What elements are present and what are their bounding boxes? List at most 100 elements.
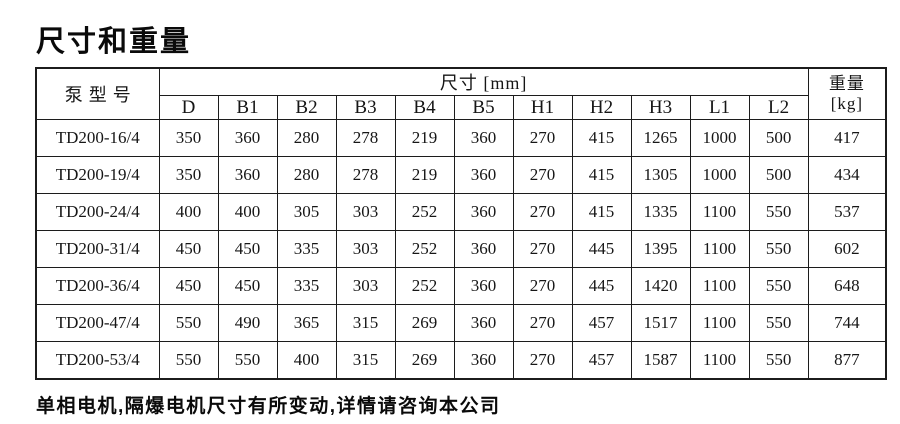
dimension-value-cell: 1100 <box>689 193 750 231</box>
dimension-value-cell: 550 <box>748 304 809 342</box>
dimension-column-header: H2 <box>571 95 632 120</box>
dimension-value-cell: 450 <box>217 230 278 268</box>
dimension-value-cell: 360 <box>217 156 278 194</box>
dimension-value-cell: 252 <box>394 230 455 268</box>
dimension-value-cell: 365 <box>276 304 337 342</box>
col-header-pump-model: 泵型号 <box>35 67 160 120</box>
dimension-value-cell: 360 <box>453 156 514 194</box>
dimension-value-cell: 550 <box>748 341 809 379</box>
dimension-value-cell: 270 <box>512 267 573 305</box>
dimension-value-cell: 280 <box>276 119 337 157</box>
dimension-value-cell: 457 <box>571 304 632 342</box>
dimension-value-cell: 252 <box>394 193 455 231</box>
table-row: TD200-53/4 550 550 400 315 269 360 270 457 1587 11… <box>35 341 887 379</box>
dimension-value-cell: 450 <box>158 230 219 268</box>
dimension-value-cell: 445 <box>571 230 632 268</box>
table-row: TD200-47/4 550 490 365 315 269 360 270 457 1517 11… <box>35 304 887 342</box>
dimension-value-cell: 1100 <box>689 267 750 305</box>
dimension-value-cell: 335 <box>276 267 337 305</box>
table-header: 泵型号 尺寸 [mm] 重量 [kg] D B1 B2 B3 B4 B5 H1 H2 H3 L1 L… <box>35 67 887 120</box>
col-header-weight: 重量 [kg] <box>807 67 887 120</box>
dimension-value-cell: 252 <box>394 267 455 305</box>
dimension-value-cell: 1100 <box>689 304 750 342</box>
dimension-value-cell: 490 <box>217 304 278 342</box>
dimension-value-cell: 360 <box>453 193 514 231</box>
dimension-value-cell: 270 <box>512 193 573 231</box>
dimension-value-cell: 270 <box>512 341 573 379</box>
dimension-value-cell: 550 <box>158 304 219 342</box>
dimension-value-cell: 360 <box>453 119 514 157</box>
pump-model-cell: TD200-36/4 <box>35 267 160 305</box>
pump-model-cell: TD200-53/4 <box>35 341 160 379</box>
dimension-column-header: B5 <box>453 95 514 120</box>
dimension-column-header: H1 <box>512 95 573 120</box>
dimension-value-cell: 457 <box>571 341 632 379</box>
dimensions-weight-table: 泵型号 尺寸 [mm] 重量 [kg] D B1 B2 B3 B4 B5 H1 H2 H3 L1 L… <box>35 67 888 380</box>
dimension-value-cell: 550 <box>217 341 278 379</box>
table-header-row-columns: D B1 B2 B3 B4 B5 H1 H2 H3 L1 L2 <box>36 95 886 120</box>
dimension-value-cell: 550 <box>158 341 219 379</box>
dimension-value-cell: 445 <box>571 267 632 305</box>
table-row: TD200-19/4 350 360 280 278 219 360 270 415 1305 10… <box>35 156 887 194</box>
dimension-value-cell: 400 <box>158 193 219 231</box>
weight-value-cell: 744 <box>807 304 887 342</box>
weight-value-cell: 537 <box>807 193 887 231</box>
dimension-value-cell: 303 <box>335 230 396 268</box>
dimension-value-cell: 500 <box>748 156 809 194</box>
dimension-value-cell: 1000 <box>689 156 750 194</box>
dimension-value-cell: 315 <box>335 341 396 379</box>
dimension-value-cell: 1420 <box>630 267 691 305</box>
dimension-value-cell: 1517 <box>630 304 691 342</box>
dimension-value-cell: 270 <box>512 230 573 268</box>
dimension-column-header: L1 <box>689 95 750 120</box>
weight-header-line1: 重量 <box>828 74 865 93</box>
dimension-value-cell: 305 <box>276 193 337 231</box>
table-row: TD200-24/4 400 400 305 303 252 360 270 415 1335 11… <box>35 193 887 231</box>
table-row: TD200-16/4 350 360 280 278 219 360 270 415 1265 10… <box>35 119 887 157</box>
dimension-value-cell: 450 <box>158 267 219 305</box>
dimension-value-cell: 500 <box>748 119 809 157</box>
dimension-value-cell: 315 <box>335 304 396 342</box>
dimension-value-cell: 269 <box>394 341 455 379</box>
dimension-value-cell: 1265 <box>630 119 691 157</box>
weight-value-cell: 602 <box>807 230 887 268</box>
dimension-value-cell: 360 <box>217 119 278 157</box>
dimension-value-cell: 360 <box>453 341 514 379</box>
dimension-column-header: D <box>158 95 219 120</box>
dimension-column-header: B1 <box>217 95 278 120</box>
weight-value-cell: 434 <box>807 156 887 194</box>
dimension-value-cell: 269 <box>394 304 455 342</box>
pump-model-cell: TD200-31/4 <box>35 230 160 268</box>
dimension-value-cell: 350 <box>158 156 219 194</box>
dimension-value-cell: 303 <box>335 267 396 305</box>
dimension-value-cell: 550 <box>748 230 809 268</box>
dimension-value-cell: 219 <box>394 156 455 194</box>
dimension-value-cell: 415 <box>571 156 632 194</box>
table-row: TD200-31/4 450 450 335 303 252 360 270 445 1395 11… <box>35 230 887 268</box>
dimension-column-header: H3 <box>630 95 691 120</box>
dimension-value-cell: 270 <box>512 119 573 157</box>
dimension-value-cell: 550 <box>748 267 809 305</box>
dimension-value-cell: 1395 <box>630 230 691 268</box>
dimension-value-cell: 1100 <box>689 230 750 268</box>
table-header-row-group: 泵型号 尺寸 [mm] 重量 [kg] <box>35 67 887 120</box>
dimension-value-cell: 278 <box>335 119 396 157</box>
dimension-value-cell: 1587 <box>630 341 691 379</box>
dimension-value-cell: 550 <box>748 193 809 231</box>
pump-model-cell: TD200-16/4 <box>35 119 160 157</box>
footnote: 单相电机,隔爆电机尺寸有所变动,详情请咨询本公司 <box>36 396 501 417</box>
weight-header-line2: [kg] <box>830 94 864 113</box>
dimension-column-header: B3 <box>335 95 396 120</box>
pump-model-cell: TD200-47/4 <box>35 304 160 342</box>
table-body: TD200-16/4 350 360 280 278 219 360 270 415 1265 10… <box>35 119 887 379</box>
dimension-value-cell: 350 <box>158 119 219 157</box>
dimension-value-cell: 280 <box>276 156 337 194</box>
dimension-column-header: L2 <box>748 95 809 120</box>
dimension-column-header: B2 <box>276 95 337 120</box>
pump-model-cell: TD200-24/4 <box>35 193 160 231</box>
dimension-value-cell: 360 <box>453 267 514 305</box>
dimension-value-cell: 1335 <box>630 193 691 231</box>
dimension-value-cell: 1100 <box>689 341 750 379</box>
dimension-value-cell: 270 <box>512 304 573 342</box>
